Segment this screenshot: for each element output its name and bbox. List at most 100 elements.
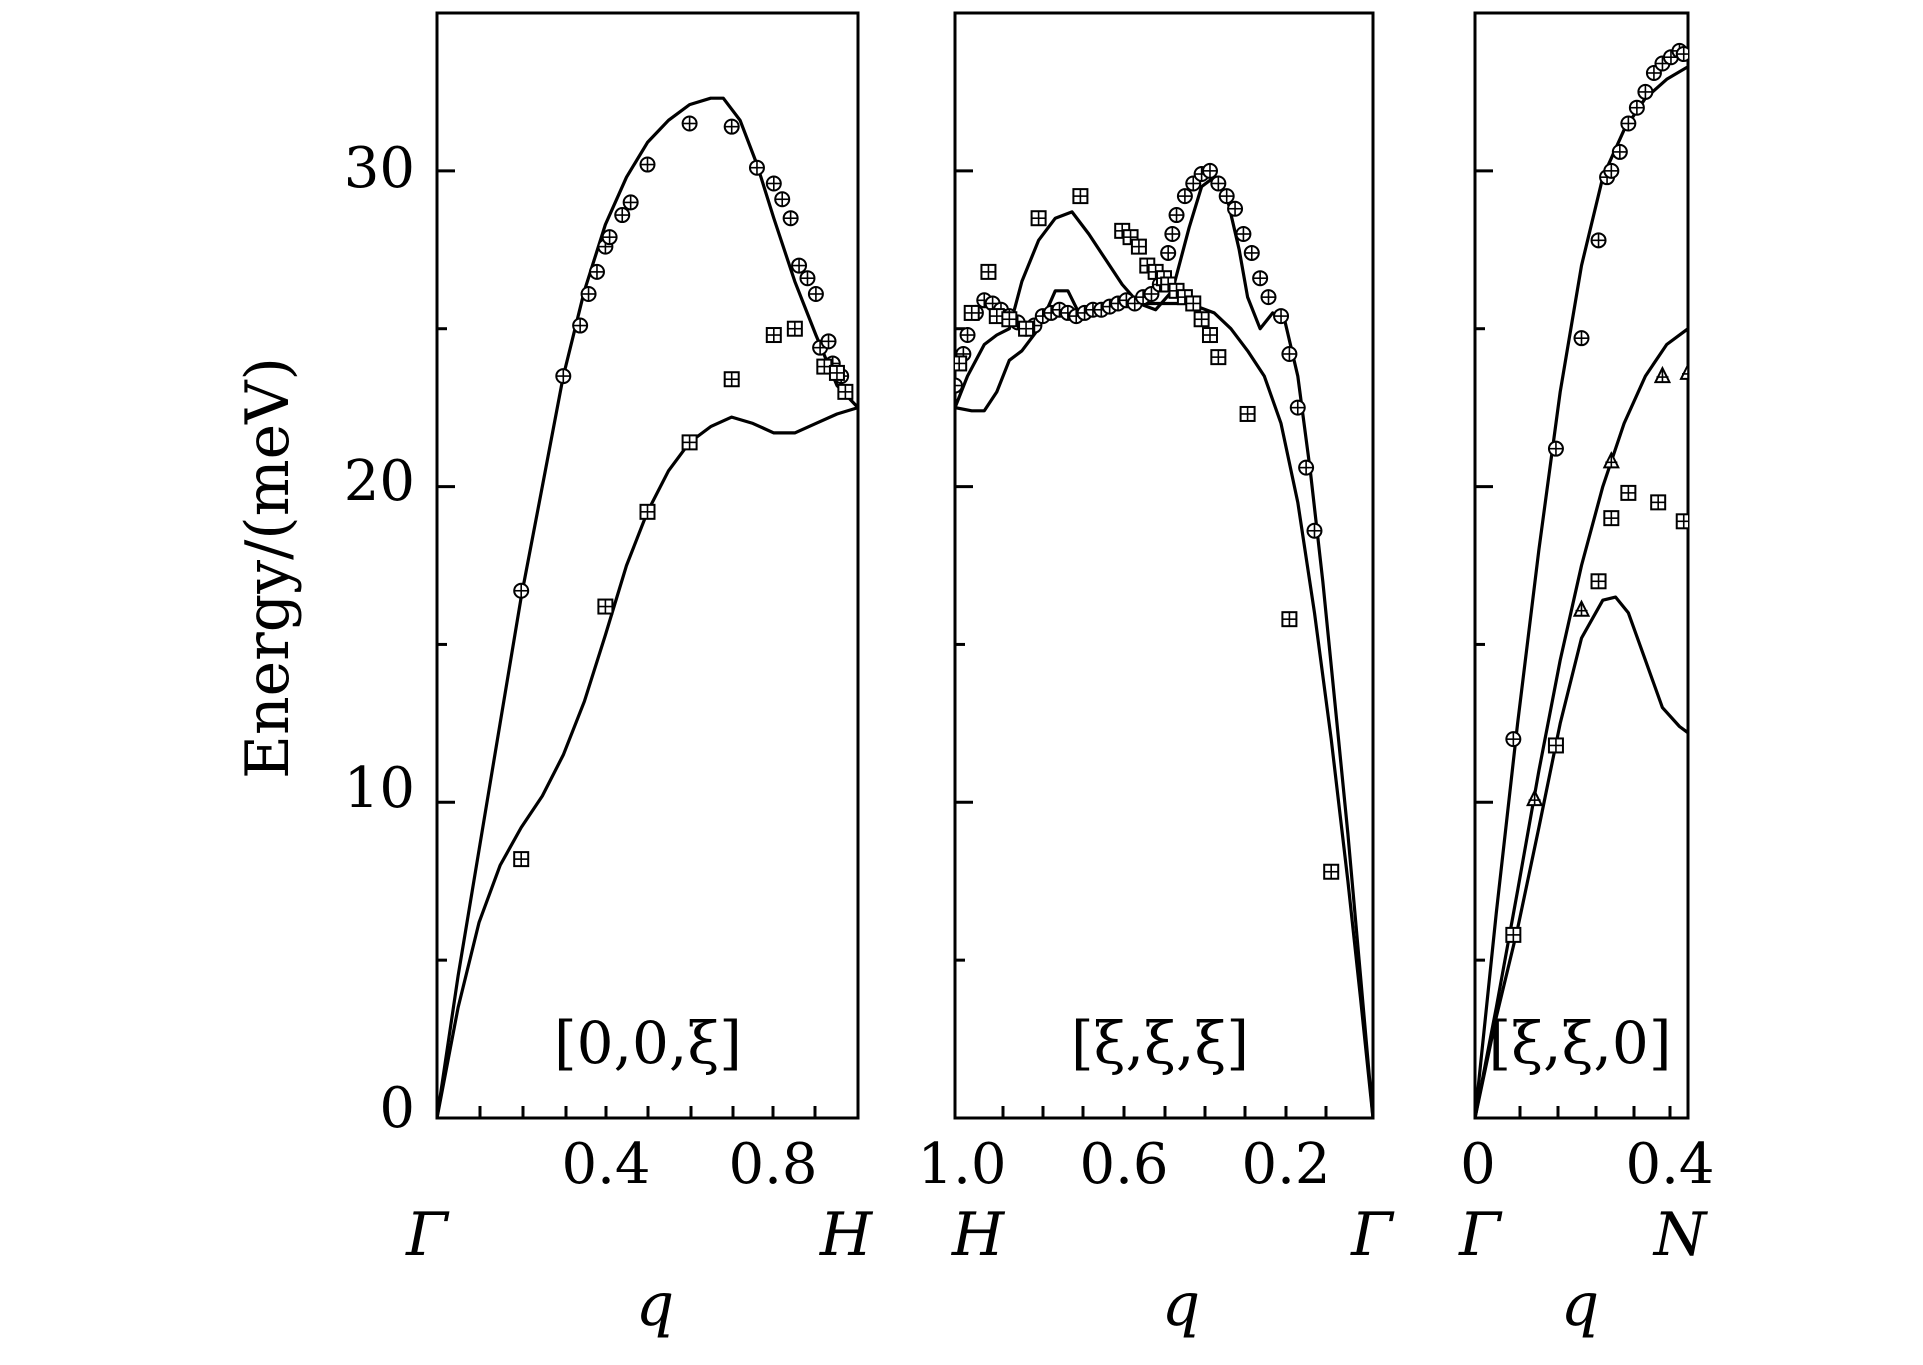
- symmetry-point-label: Γ: [405, 1200, 450, 1270]
- data-point-square: [980, 263, 997, 280]
- data-point-circle: [1547, 440, 1564, 457]
- data-point-square: [1547, 737, 1564, 754]
- data-point-square: [597, 598, 614, 615]
- data-point-square: [1239, 405, 1256, 422]
- x-tick-label: 0.6: [1079, 1132, 1168, 1197]
- data-point-square: [1603, 510, 1620, 527]
- data-point-circle: [614, 207, 631, 224]
- data-point-square: [1030, 210, 1047, 227]
- x-axis-label: q: [636, 1270, 674, 1340]
- data-point-square: [828, 364, 845, 381]
- y-tick-label-0: 0: [379, 1076, 415, 1141]
- direction-label: [0,0,ξ]: [554, 1009, 742, 1077]
- data-point-square: [1072, 188, 1089, 205]
- data-point-circle: [580, 285, 597, 302]
- data-point-circle: [1252, 270, 1269, 287]
- symmetry-point-label: H: [951, 1200, 1006, 1270]
- plot-frame: [435, 11, 860, 1120]
- data-point-triangle: [1526, 788, 1544, 807]
- data-point-circle: [572, 317, 589, 334]
- plot-area: [437, 96, 858, 1118]
- dispersion-curve: [437, 96, 858, 1118]
- dispersion-curve: [1475, 327, 1688, 1118]
- data-point-circle: [1168, 207, 1185, 224]
- data-point-square: [1281, 611, 1298, 628]
- data-point-circle: [748, 159, 765, 176]
- dispersion-curve: [955, 289, 1373, 1118]
- x-tick-label: 0.4: [561, 1132, 650, 1197]
- data-point-square: [513, 851, 530, 868]
- data-point-square: [1201, 327, 1218, 344]
- x-tick-label: 0.2: [1241, 1132, 1330, 1197]
- data-point-circle: [1620, 115, 1637, 132]
- data-point-triangle: [1679, 362, 1688, 380]
- x-tick-label: 0.8: [728, 1132, 817, 1197]
- data-point-square: [1001, 311, 1018, 328]
- x-axis-label: q: [1162, 1270, 1200, 1340]
- data-point-circle: [1505, 731, 1522, 748]
- symmetry-point-label: H: [819, 1200, 874, 1270]
- plot-frame: [953, 11, 1375, 1120]
- data-point-square: [837, 383, 854, 400]
- data-point-circle: [1306, 522, 1323, 539]
- data-point-circle: [1603, 162, 1620, 179]
- dispersion-curve: [1475, 65, 1688, 1118]
- data-point-square: [1018, 320, 1035, 337]
- data-point-square: [1130, 238, 1147, 255]
- data-point-circle: [959, 327, 976, 344]
- data-point-circle: [1164, 226, 1181, 242]
- data-point-circle: [1176, 188, 1193, 205]
- data-point-square: [1590, 573, 1607, 590]
- data-point-square: [988, 308, 1005, 325]
- data-point-circle: [1298, 459, 1315, 476]
- data-point-circle: [1260, 289, 1277, 306]
- data-point-triangle: [1572, 599, 1591, 617]
- data-point-square: [765, 327, 782, 344]
- direction-label: [ξ,ξ,ξ]: [1071, 1009, 1249, 1077]
- symmetry-point-label: Γ: [1350, 1200, 1395, 1270]
- data-point-square: [1210, 349, 1227, 366]
- data-point-circle: [555, 368, 572, 385]
- y-tick-labels: 0 10 20 30: [344, 136, 415, 1141]
- data-point-square: [723, 371, 740, 388]
- data-point-square: [1505, 926, 1522, 943]
- data-point-circle: [622, 194, 639, 211]
- data-point-circle: [601, 229, 618, 246]
- data-point-circle: [1243, 244, 1260, 261]
- data-point-circle: [1227, 200, 1244, 217]
- data-point-circle: [1210, 175, 1227, 192]
- data-point-circle: [639, 156, 656, 173]
- data-point-square: [1675, 513, 1688, 530]
- data-point-square: [1323, 863, 1340, 880]
- data-point-circle: [1118, 292, 1135, 309]
- panel-gamma-n: 0 0.4 Γ Nq [ξ,ξ,0]: [1458, 11, 1715, 1340]
- y-axis-label: Energy/(meV): [233, 357, 303, 779]
- data-point-circle: [820, 333, 837, 350]
- data-point-circle: [1160, 244, 1177, 261]
- data-point-circle: [1611, 143, 1628, 160]
- x-tick-label: 0: [1460, 1132, 1496, 1197]
- data-point-circle: [774, 191, 791, 208]
- data-point-circle: [513, 582, 530, 599]
- data-point-circle: [1590, 232, 1607, 249]
- symmetry-point-label: N: [1652, 1200, 1709, 1270]
- x-axis-label: q: [1561, 1270, 1599, 1340]
- data-point-circle: [765, 175, 782, 192]
- panel-gamma-h: 0.4 0.8 Γ Hq [0,0,ξ]: [405, 11, 874, 1340]
- data-point-circle: [955, 377, 963, 394]
- x-tick-label: 0.4: [1625, 1132, 1714, 1197]
- data-point-square: [1193, 311, 1210, 328]
- data-point-circle: [1289, 399, 1306, 416]
- data-point-square: [639, 503, 656, 520]
- panel-h-gamma: 1.0 0.6 0.2 H Γq [ξ,ξ,ξ]: [917, 11, 1395, 1340]
- data-point-circle: [681, 115, 698, 132]
- data-point-square: [786, 320, 803, 337]
- plot-frame: [1473, 11, 1690, 1120]
- data-point-triangle: [1653, 365, 1672, 384]
- data-point-circle: [799, 270, 816, 287]
- data-point-circle: [1218, 188, 1235, 205]
- data-point-square: [1620, 484, 1637, 501]
- data-point-circle: [1637, 83, 1654, 100]
- data-point-square: [1185, 295, 1202, 312]
